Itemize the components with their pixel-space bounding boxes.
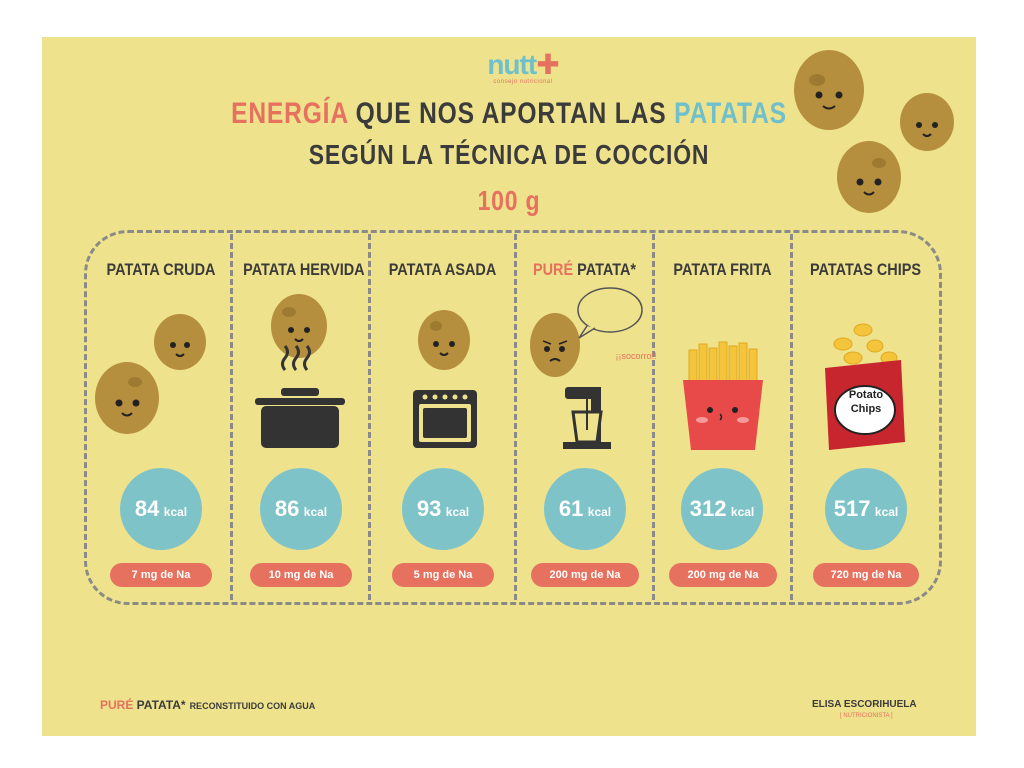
column-baked-potato: PATATA ASADA 93 kcal 5 mg de Na <box>371 230 514 605</box>
chips-bag-icon <box>825 323 905 450</box>
column-divider <box>652 234 655 600</box>
kcal-badge: 517 kcal <box>825 468 907 550</box>
sodium-pill: 200 mg de Na <box>669 563 777 587</box>
kcal-unit: kcal <box>730 505 755 519</box>
column-title: PATATA FRITA <box>673 260 772 279</box>
author-role: [ NUTRICIONISTA ] <box>840 713 893 719</box>
sodium-pill: 10 mg de Na <box>250 563 352 587</box>
footnote: PURÉ PATATA* RECONSTITUIDO CON AGUA <box>100 698 315 712</box>
kcal-unit: kcal <box>874 505 899 519</box>
title-middle: QUE NOS APORTAN LAS <box>348 97 675 130</box>
kcal-value: 61 <box>558 496 584 521</box>
comparison-frame <box>84 230 942 605</box>
kcal-unit: kcal <box>587 505 612 519</box>
french-fries-icon <box>683 341 763 450</box>
column-divider <box>514 234 517 600</box>
logo-word: nutt <box>487 49 537 80</box>
sodium-pill: 720 mg de Na <box>813 563 919 587</box>
footnote-patata: PATATA* <box>133 698 186 712</box>
kcal-value: 93 <box>416 496 442 521</box>
column-boiled-potato: PATATA HERVIDA 86 kcal 10 mg de Na <box>233 230 368 605</box>
kcal-unit: kcal <box>303 505 328 519</box>
title-pure: PURÉ <box>532 260 574 279</box>
kcal-badge: 93 kcal <box>402 468 484 550</box>
logo-subtitle: consejo nutricional <box>493 79 553 85</box>
column-fried-potato: PATATA FRITA 312 kcal 200 mg de Na <box>655 230 790 605</box>
raw-potatoes-icon <box>95 314 206 434</box>
footnote-note: RECONSTITUIDO CON AGUA <box>189 701 316 711</box>
column-mashed-potato: PURÉ PATATA* ¡¡socorro!! 61 kcal 200 mg … <box>517 230 657 605</box>
kcal-badge: 86 kcal <box>260 468 342 550</box>
infographic: nutt✚ consejo nutricional ENERGÍA QUE NO… <box>42 37 976 736</box>
kcal-value: 86 <box>274 496 300 521</box>
logo-wordmark: nutt✚ <box>468 51 578 79</box>
column-title: PATATA ASADA <box>388 260 497 279</box>
title-line-1: ENERGÍA QUE NOS APORTAN LAS PATATAS <box>126 97 892 131</box>
column-title: PURÉ PATATA* <box>527 260 642 280</box>
column-title: PATATAS CHIPS <box>809 260 922 279</box>
nutt-logo: nutt✚ consejo nutricional <box>468 51 578 86</box>
column-title: PATATA CRUDA <box>106 260 216 279</box>
kcal-value: 312 <box>689 496 727 521</box>
bag-text-2: Chips <box>850 403 882 415</box>
title-line-2: SEGÚN LA TÉCNICA DE COCCIÓN <box>308 139 710 170</box>
kcal-unit: kcal <box>445 505 470 519</box>
kcal-badge: 312 kcal <box>681 468 763 550</box>
kcal-unit: kcal <box>163 505 188 519</box>
column-chips: PATATAS CHIPS Potato Chips 517 kcal 720 m… <box>793 230 938 605</box>
title-patata: PATATA* <box>573 260 637 279</box>
mixer-icon <box>530 287 643 449</box>
oven-icon <box>413 310 477 448</box>
decorative-potatoes-icon <box>794 50 954 213</box>
column-divider <box>368 234 371 600</box>
column-divider <box>230 234 233 600</box>
title-patatas: PATATAS <box>674 97 787 130</box>
boiling-pot-icon <box>255 294 345 448</box>
title-weight: 100 g <box>477 185 541 216</box>
speech-bubble-text: ¡¡socorro!! <box>615 351 657 361</box>
kcal-badge: 61 kcal <box>544 468 626 550</box>
sodium-pill: 200 mg de Na <box>531 563 639 587</box>
column-title: PATATA HERVIDA <box>243 260 365 279</box>
title-energia: ENERGÍA <box>231 97 349 130</box>
kcal-badge: 84 kcal <box>120 468 202 550</box>
chips-bag-label: Potato Chips <box>833 388 899 416</box>
sodium-pill: 5 mg de Na <box>392 563 494 587</box>
column-raw-potato: PATATA CRUDA 84 kcal 7 mg de Na <box>92 230 230 605</box>
bag-text-1: Potato <box>848 389 884 401</box>
sodium-pill: 7 mg de Na <box>110 563 212 587</box>
logo-plus-icon: ✚ <box>536 49 559 80</box>
author-credit: ELISA ESCORIHUELA <box>812 699 917 710</box>
footnote-pure: PURÉ <box>100 698 134 712</box>
column-divider <box>790 234 793 600</box>
kcal-value: 517 <box>833 496 871 521</box>
kcal-value: 84 <box>134 496 160 521</box>
